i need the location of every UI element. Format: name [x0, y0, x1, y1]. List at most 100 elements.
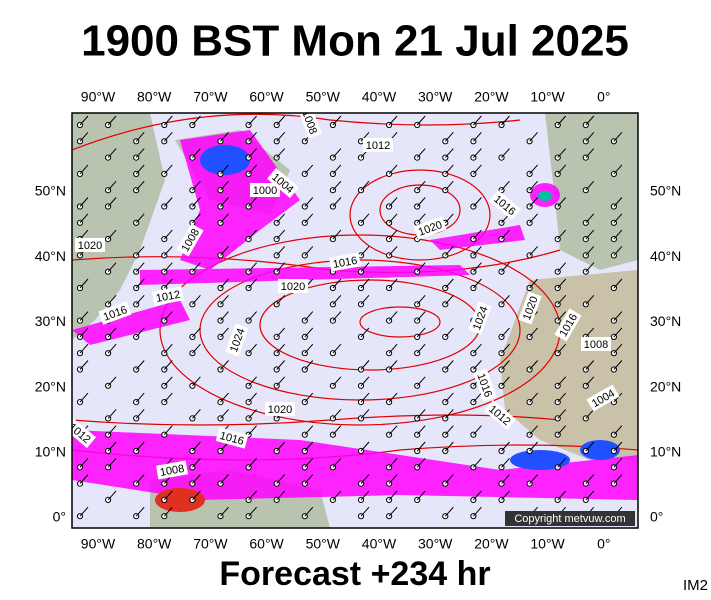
isobar-label-box [581, 337, 611, 351]
isobar-label-box [176, 223, 204, 257]
wind-barb [529, 360, 538, 370]
longitude-label: 30°W [418, 536, 453, 552]
isobar-label-box [413, 216, 447, 240]
wind-barb [360, 360, 370, 370]
wind-barb [79, 197, 89, 207]
wind-barb [192, 262, 201, 273]
wind-barb [135, 262, 145, 273]
wind-barb [585, 131, 595, 142]
longitude-label: 50°W [306, 536, 341, 552]
wind-barb [360, 278, 370, 289]
wind-barb [360, 392, 370, 403]
longitude-label: 20°W [474, 89, 509, 105]
isobar-label-box [98, 301, 132, 325]
wind-barb [248, 392, 257, 403]
wind-barb [557, 457, 567, 468]
land-north-america [72, 113, 165, 340]
wind-barb [135, 474, 145, 484]
wind-barb [332, 197, 342, 207]
isobar-label: 1020 [75, 238, 105, 252]
wind-barb [220, 506, 229, 517]
wind-barb [248, 229, 257, 240]
wind-barb [501, 457, 510, 468]
isobar-label-box [298, 113, 322, 139]
wind-barb [360, 327, 370, 338]
wind-barb [135, 360, 145, 370]
longitude-label: 90°W [81, 536, 116, 552]
latitude-label: 40°N [650, 248, 681, 264]
wind-barb [135, 409, 145, 419]
wind-barb [79, 229, 89, 240]
wind-barb [332, 229, 342, 240]
wind-barb [529, 180, 538, 191]
wind-barb [416, 197, 426, 207]
wind-barb [107, 376, 117, 387]
wind-barb [388, 343, 398, 354]
wind-barb [276, 148, 286, 158]
wind-barb [388, 115, 398, 126]
isobar-label-box [363, 138, 393, 152]
wind-barb [248, 376, 257, 387]
wind-barb [585, 148, 595, 158]
wind-barb [444, 506, 454, 517]
wind-barb [585, 409, 595, 419]
latitude-label: 10°N [35, 444, 66, 460]
wind-barb [135, 506, 145, 517]
wind-barb [557, 148, 567, 158]
wind-barb [248, 343, 257, 354]
wind-barb [360, 409, 370, 419]
isobar-label-box [489, 189, 521, 221]
wind-barb [192, 409, 201, 419]
wind-barb [585, 376, 595, 387]
wind-barb [79, 311, 89, 321]
longitude-label: 40°W [362, 89, 397, 105]
isobar-label-box [156, 460, 188, 480]
wind-barb [276, 474, 286, 484]
wind-barb [416, 441, 426, 452]
wind-barb [192, 197, 201, 207]
wind-barb [79, 343, 89, 354]
wind-barb [79, 506, 89, 517]
wind-barb [304, 197, 314, 207]
isobar-label: 1016 [329, 252, 361, 272]
wind-barb [416, 180, 426, 191]
wind-barb [585, 246, 595, 256]
wind-barb [276, 213, 286, 224]
wind-barb [163, 425, 173, 436]
wind-barb [304, 506, 314, 517]
isobar-label-text: 1020 [281, 281, 305, 293]
wind-barb [444, 213, 454, 224]
wind-barb [332, 409, 342, 419]
land-europe [545, 113, 638, 270]
wind-barb [613, 457, 623, 468]
wind-barb [473, 148, 482, 158]
wind-barb [388, 229, 398, 240]
wind-barb [473, 490, 482, 501]
wind-barb [163, 115, 173, 126]
isobar-label: 1020 [278, 279, 308, 293]
wind-barb [332, 490, 342, 501]
wind-barb [501, 229, 510, 240]
wind-barb [220, 246, 229, 256]
wind-barb [192, 148, 201, 158]
wind-barb [332, 278, 342, 289]
wind-barb [416, 490, 426, 501]
wind-barb [529, 213, 538, 224]
wind-barb [135, 246, 145, 256]
wind-barb [529, 197, 538, 207]
wind-barb [416, 425, 426, 436]
latitude-label: 20°N [35, 378, 66, 394]
wind-barb [529, 441, 538, 452]
wind-barb [163, 311, 173, 321]
wind-barb [332, 180, 342, 191]
wind-barb [585, 294, 595, 305]
wind-barb [501, 148, 510, 158]
wind-barb [360, 474, 370, 484]
wind-barb [613, 229, 623, 240]
wind-barb [501, 262, 510, 273]
wind-barb [192, 180, 201, 191]
wind-barb [304, 213, 314, 224]
wind-barb [613, 474, 623, 484]
wind-barb [220, 278, 229, 289]
